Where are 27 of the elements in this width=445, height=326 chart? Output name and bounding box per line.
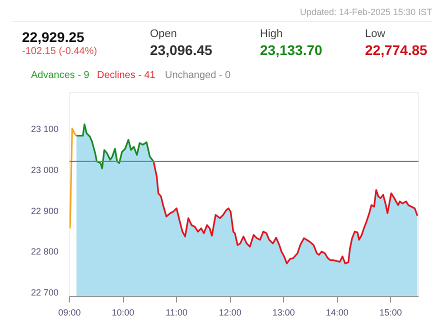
text: -102.15 (-0.44%) bbox=[22, 45, 98, 59]
text: Open bbox=[150, 27, 177, 42]
text: 23,133.70 bbox=[260, 41, 322, 60]
text: High bbox=[260, 27, 283, 42]
text: Updated: 14-Feb-2025 15:30 IST bbox=[300, 6, 432, 19]
x-tick-label: 11:00 bbox=[166, 308, 188, 318]
text: Declines - 41 bbox=[97, 69, 156, 83]
x-tick-label: 13:00 bbox=[272, 308, 295, 318]
line-series bbox=[70, 128, 78, 230]
y-tick-label: 23 100 bbox=[30, 124, 59, 134]
text: Low bbox=[365, 27, 386, 42]
line-series bbox=[152, 160, 418, 264]
x-tick-label: 15:00 bbox=[379, 308, 402, 318]
text: 22,774.85 bbox=[365, 41, 428, 60]
text: Advances - 9 bbox=[31, 69, 90, 83]
x-tick-label: 12:00 bbox=[218, 308, 242, 318]
x-tick-label: 14:00 bbox=[326, 308, 348, 318]
x-tick-label: 09:00 bbox=[58, 308, 81, 318]
line-series bbox=[76, 124, 154, 170]
x-tick-label: 10:00 bbox=[112, 308, 134, 318]
text: 22,929.25 bbox=[22, 28, 84, 46]
text: 23,096.45 bbox=[150, 41, 212, 60]
y-tick-label: 22 700 bbox=[30, 287, 59, 298]
y-tick-label: 22 900 bbox=[30, 206, 59, 216]
text: Unchanged - 0 bbox=[165, 69, 231, 83]
y-tick-label: 23 000 bbox=[30, 165, 59, 176]
y-tick-label: 22 800 bbox=[30, 246, 59, 257]
